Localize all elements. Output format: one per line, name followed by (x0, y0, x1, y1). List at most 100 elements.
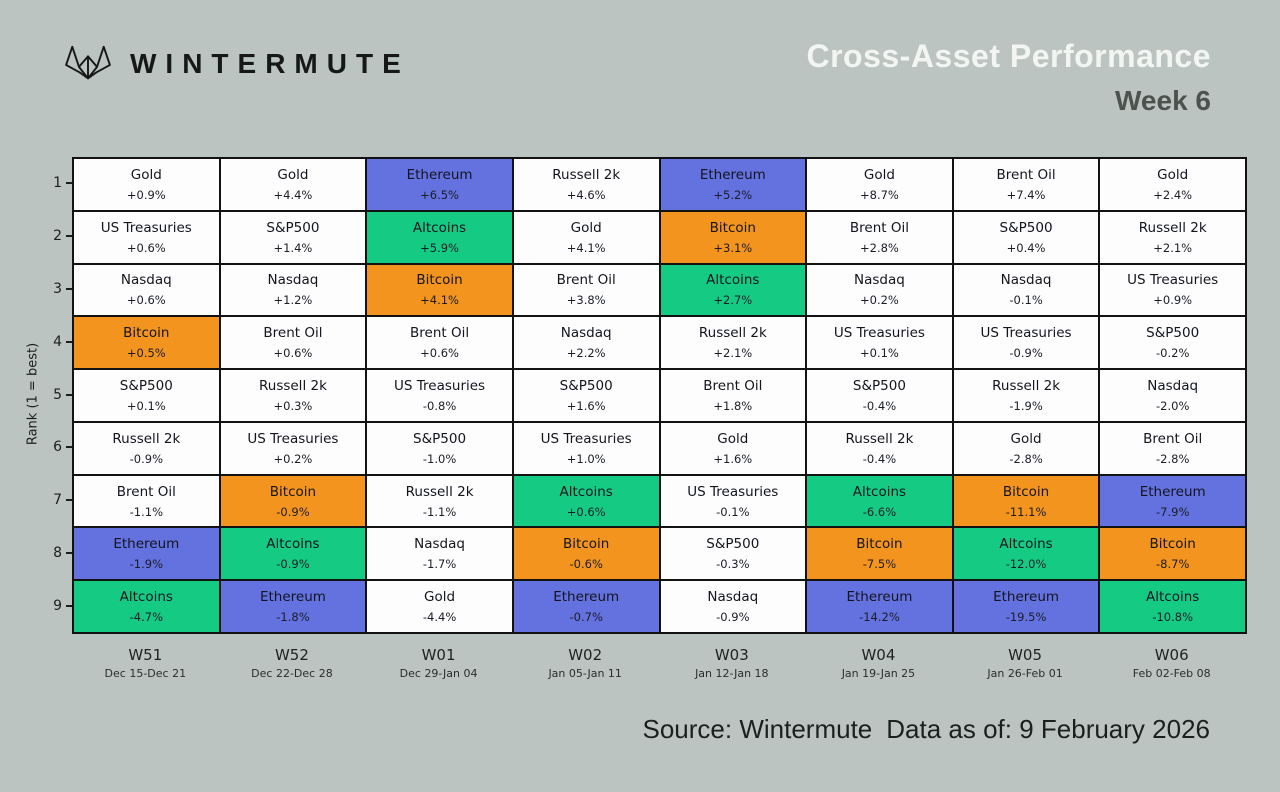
cell-W06-rank-6: Brent Oil -2.8% (1099, 421, 1246, 475)
cell-W04-rank-5: S&P500 -0.4% (806, 369, 953, 422)
asset-name: Ethereum (993, 589, 1060, 606)
cell-W05-rank-6: Gold -2.8% (952, 421, 1100, 475)
asset-name: S&P500 (852, 377, 906, 394)
asset-change: -1.1% (129, 504, 163, 519)
asset-name: Ethereum (113, 536, 180, 553)
week-label-W05: W05 Jan 26-Feb 01 (987, 646, 1063, 680)
cell-W02-rank-7: Altcoins +0.6% (512, 474, 660, 528)
cell-W52-rank-3: Nasdaq +1.2% (219, 263, 367, 317)
asset-change: +0.5% (126, 346, 166, 361)
asset-name: Altcoins (266, 536, 320, 553)
cell-W01-rank-7: Russell 2k -1.1% (366, 474, 513, 528)
cell-W03-rank-4: Russell 2k +2.1% (659, 316, 807, 370)
asset-change: +3.8% (566, 293, 606, 308)
asset-name: Ethereum (699, 166, 766, 183)
asset-name: Russell 2k (258, 377, 327, 394)
rank-label-9: 9 (30, 579, 72, 632)
cell-W04-rank-1: Gold +8.7% (806, 158, 953, 211)
week-label-W01: W01 Dec 29-Jan 04 (399, 646, 478, 680)
asset-change: +2.1% (713, 346, 753, 361)
asset-name: Ethereum (406, 166, 473, 183)
rank-tick (66, 604, 72, 607)
asset-name: Altcoins (1146, 589, 1200, 606)
asset-change: -7.9% (1156, 504, 1190, 519)
asset-change: +2.4% (1153, 187, 1193, 202)
asset-name: Bitcoin (1002, 483, 1050, 500)
cell-W03-rank-5: Brent Oil +1.8% (659, 369, 807, 422)
asset-name: Brent Oil (556, 272, 616, 289)
asset-name: S&P500 (266, 219, 320, 236)
asset-name: Altcoins (706, 272, 760, 289)
rank-tick (66, 287, 72, 290)
asset-name: Brent Oil (996, 166, 1056, 183)
asset-name: Altcoins (119, 589, 173, 606)
asset-name: Altcoins (412, 219, 467, 236)
asset-change: -0.8% (422, 398, 457, 413)
asset-change: +2.2% (566, 346, 606, 361)
rank-tick (66, 393, 72, 396)
cell-W01-rank-6: S&P500 -1.0% (366, 421, 513, 475)
asset-change: +0.4% (1006, 240, 1046, 255)
page-title: Cross-Asset Performance (806, 38, 1211, 74)
cell-W06-rank-1: Gold +2.4% (1099, 158, 1246, 211)
asset-change: +1.0% (566, 451, 606, 466)
asset-change: -1.0% (422, 451, 457, 466)
asset-change: -1.8% (276, 610, 310, 625)
asset-name: Brent Oil (703, 377, 763, 394)
rank-label-2: 2 (30, 210, 72, 263)
asset-change: +0.1% (126, 398, 166, 413)
cell-W06-rank-9: Altcoins -10.8% (1099, 580, 1246, 633)
cell-W03-rank-3: Altcoins +2.7% (659, 263, 807, 317)
asset-change: -8.7% (1156, 557, 1190, 572)
cell-W01-rank-3: Bitcoin +4.1% (366, 263, 513, 317)
asset-name: US Treasuries (247, 430, 339, 447)
cell-W04-rank-3: Nasdaq +0.2% (806, 263, 953, 317)
asset-change: +1.8% (713, 398, 753, 413)
cell-W02-rank-4: Nasdaq +2.2% (512, 316, 660, 370)
cell-W05-rank-2: S&P500 +0.4% (952, 210, 1100, 264)
source-note: Source: Wintermute Data as of: 9 February… (643, 714, 1211, 745)
asset-name: S&P500 (706, 536, 760, 553)
week-axis: W51 Dec 15-Dec 21 W52 Dec 22-Dec 28 W01 Dec 2… (72, 646, 1245, 680)
asset-change: +1.6% (566, 398, 606, 413)
week-label-W04: W04 Jan 19-Jan 25 (841, 646, 916, 680)
asset-name: Ethereum (1139, 483, 1206, 500)
cell-W03-rank-6: Gold +1.6% (659, 421, 807, 475)
cell-W05-rank-8: Altcoins -12.0% (952, 527, 1100, 581)
asset-change: -2.0% (1156, 398, 1190, 413)
cell-W03-rank-1: Ethereum +5.2% (659, 158, 807, 211)
rank-tick (66, 340, 72, 343)
asset-change: +1.4% (273, 240, 313, 255)
asset-name: US Treasuries (394, 377, 486, 394)
cell-W06-rank-5: Nasdaq -2.0% (1099, 369, 1246, 422)
asset-change: +0.2% (273, 451, 313, 466)
asset-change: +0.9% (1153, 293, 1193, 308)
asset-name: Russell 2k (1138, 219, 1207, 236)
cell-W06-rank-4: S&P500 -0.2% (1099, 316, 1246, 370)
asset-name: S&P500 (1146, 325, 1200, 342)
cell-W04-rank-6: Russell 2k -0.4% (806, 421, 953, 475)
rank-label-3: 3 (30, 263, 72, 316)
cell-W52-rank-4: Brent Oil +0.6% (219, 316, 367, 370)
asset-name: S&P500 (559, 377, 613, 394)
cell-W51-rank-5: S&P500 +0.1% (73, 369, 220, 422)
asset-name: Russell 2k (698, 325, 767, 342)
week-label-W52: W52 Dec 22-Dec 28 (251, 646, 333, 680)
asset-name: Ethereum (553, 589, 620, 606)
cell-W01-rank-1: Ethereum +6.5% (366, 158, 513, 211)
asset-change: -10.8% (1152, 610, 1194, 625)
data-as-of-label: Data as of: 9 February 2026 (886, 714, 1210, 744)
asset-change: +0.3% (273, 398, 313, 413)
asset-change: +1.2% (273, 293, 313, 308)
cell-W03-rank-2: Bitcoin +3.1% (659, 210, 807, 264)
cell-W52-rank-9: Ethereum -1.8% (219, 580, 367, 633)
asset-name: Brent Oil (410, 325, 470, 342)
asset-name: Brent Oil (263, 325, 323, 342)
week-label-W02: W02 Jan 05-Jan 11 (548, 646, 622, 680)
cell-W51-rank-4: Bitcoin +0.5% (73, 316, 220, 370)
asset-name: S&P500 (119, 377, 173, 394)
asset-name: Altcoins (852, 483, 907, 500)
asset-change: +6.5% (420, 187, 459, 202)
asset-name: Bitcoin (709, 219, 756, 236)
